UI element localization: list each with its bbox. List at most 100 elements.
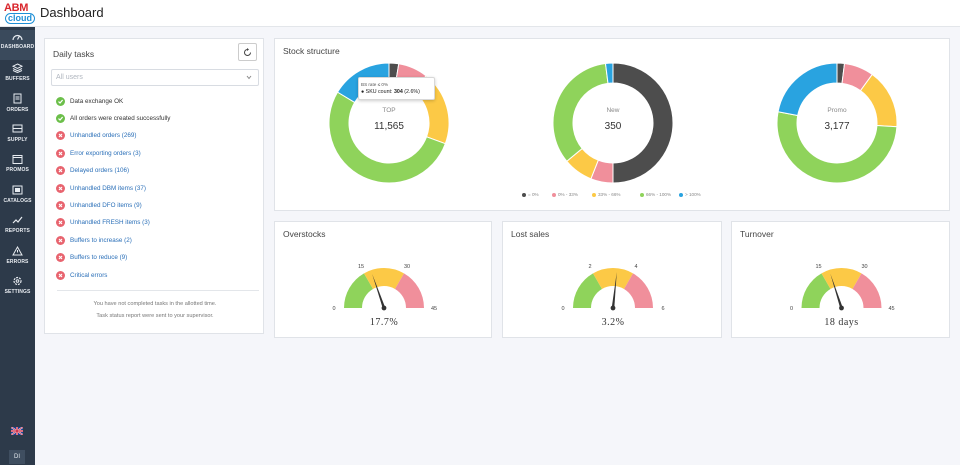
gauge-band (624, 273, 653, 308)
task-item: Data exchange OK (56, 95, 123, 107)
sidebar-item-promos[interactable]: PROMOS (0, 152, 35, 182)
legend-item[interactable]: > 100% (679, 192, 701, 197)
legend-item[interactable]: 33% - 66% (592, 192, 620, 197)
document-icon (13, 93, 22, 104)
tooltip-pct: (2.6%) (404, 89, 420, 95)
gauge-band (344, 273, 373, 308)
gauge-band (573, 273, 602, 308)
legend-label: 66% - 100% (646, 192, 672, 197)
gauge-tick-label: 15 (815, 264, 821, 270)
chart-legend: = 0% 0% - 33% 33% - 66% 66% - 100% > 100% (522, 192, 722, 200)
user-avatar[interactable]: DI (9, 450, 25, 464)
gauge-icon (12, 34, 23, 41)
donut-slice[interactable] (612, 62, 674, 184)
gauge-value: 17.7% (370, 317, 398, 328)
donut-slice[interactable] (777, 62, 838, 117)
logo-text-top: ABM (4, 2, 29, 14)
gauge-hub (381, 305, 387, 311)
gauge-tick-label: 45 (431, 306, 437, 312)
task-item[interactable]: Unhandled orders (269) (56, 130, 137, 142)
task-label: Unhandled FRESH items (3) (70, 219, 150, 227)
card-title: Turnover (740, 229, 774, 239)
gauge-band (593, 268, 633, 289)
sidebar-item-buffers[interactable]: BUFFERS (0, 61, 35, 91)
legend-item[interactable]: 66% - 100% (640, 192, 671, 197)
gauge-tick-label: 0 (790, 306, 793, 312)
sidebar-label: REPORTS (5, 228, 30, 234)
divider (57, 290, 259, 291)
warning-icon (12, 246, 23, 256)
uk-flag-icon[interactable] (11, 427, 23, 435)
lost-sales-card: Lost sales 0 2 4 6 3.2% (502, 221, 722, 338)
task-label: Unhandled orders (269) (70, 132, 137, 140)
task-item[interactable]: Unhandled DBM items (37) (56, 182, 146, 194)
sidebar-label: BUFFERS (5, 76, 30, 82)
sidebar-item-dashboard[interactable]: DASHBOARD (0, 30, 35, 60)
sidebar: DASHBOARD BUFFERS ORDERS SUPPLY PROMOS C… (0, 27, 35, 465)
donut-value: 350 (605, 121, 622, 132)
gauge-tick-label: 4 (634, 264, 637, 270)
daily-tasks-card: Daily tasks All users Data exchange OK Al… (44, 38, 264, 334)
error-icon (56, 235, 65, 245)
legend-dot (640, 192, 644, 197)
legend-item[interactable]: = 0% (522, 192, 539, 197)
task-label: All orders were created successfully (70, 114, 171, 122)
legend-label: 0% - 33% (558, 192, 578, 197)
gauge-band (852, 273, 882, 308)
sidebar-item-supply[interactable]: SUPPLY (0, 122, 35, 152)
task-item[interactable]: Delayed orders (106) (56, 165, 129, 177)
lost-sales-gauge: 0 2 4 6 3.2% (561, 264, 664, 328)
gauge-tick-label: 15 (358, 264, 364, 270)
truck-icon (12, 124, 23, 133)
gauge-needle (611, 272, 617, 309)
calendar-icon (12, 155, 23, 164)
task-label: Buffers to increase (2) (70, 236, 132, 244)
turnover-gauge: 0 15 30 45 18 days (790, 264, 895, 328)
donut-value: 11,565 (374, 121, 404, 132)
gauge-value: 18 days (824, 317, 858, 328)
donut-slice[interactable] (328, 91, 446, 184)
donut-slice[interactable] (552, 62, 609, 162)
refresh-button[interactable] (238, 43, 257, 61)
task-item[interactable]: Buffers to increase (2) (56, 234, 132, 246)
footer-line-1: You have not completed tasks in the allo… (93, 301, 217, 307)
task-item[interactable]: Critical errors (56, 269, 107, 281)
gauge-tick-label: 30 (861, 264, 867, 270)
abm-cloud-logo[interactable]: ABM cloud (3, 2, 35, 26)
task-label: Unhandled DBM items (37) (70, 184, 146, 192)
sidebar-item-errors[interactable]: ERRORS (0, 244, 35, 274)
sidebar-label: SETTINGS (4, 289, 31, 295)
donut-slice[interactable] (776, 111, 898, 184)
task-label: Buffers to reduce (9) (70, 254, 128, 262)
sidebar-item-settings[interactable]: SETTINGS (0, 274, 35, 304)
task-item: All orders were created successfully (56, 112, 170, 124)
donut-label: New (606, 107, 619, 114)
gauge-needle (830, 273, 843, 309)
task-item[interactable]: Buffers to reduce (9) (56, 252, 127, 264)
check-icon (56, 96, 65, 106)
sidebar-label: DASHBOARD (0, 44, 35, 50)
layers-icon (12, 63, 23, 73)
error-icon (56, 218, 65, 228)
legend-dot (592, 192, 596, 197)
gauge-hub (839, 305, 844, 311)
tooltip-label: SKU count: (365, 89, 393, 95)
task-item[interactable]: Unhandled DFO items (9) (56, 199, 142, 211)
legend-dot (522, 192, 526, 197)
sidebar-item-catalogs[interactable]: CATALOGS (0, 183, 35, 213)
card-title: Lost sales (511, 229, 550, 239)
user-filter-select[interactable]: All users (51, 69, 259, 86)
gauge-hub (610, 305, 616, 311)
donut-slice[interactable] (859, 73, 898, 128)
donut-slice[interactable] (604, 62, 614, 84)
stock-donut-charts: TOP 11,565 New 350 Promo 3,177 (328, 62, 898, 184)
error-icon (56, 131, 65, 141)
sidebar-item-orders[interactable]: ORDERS (0, 91, 35, 121)
legend-item[interactable]: 0% - 33% (552, 192, 578, 197)
legend-label: > 100% (685, 192, 701, 197)
sidebar-item-reports[interactable]: REPORTS (0, 213, 35, 243)
task-item[interactable]: Error exporting orders (3) (56, 147, 141, 159)
gauge-band (364, 268, 404, 289)
card-title: Stock structure (283, 46, 340, 56)
task-item[interactable]: Unhandled FRESH items (3) (56, 217, 150, 229)
